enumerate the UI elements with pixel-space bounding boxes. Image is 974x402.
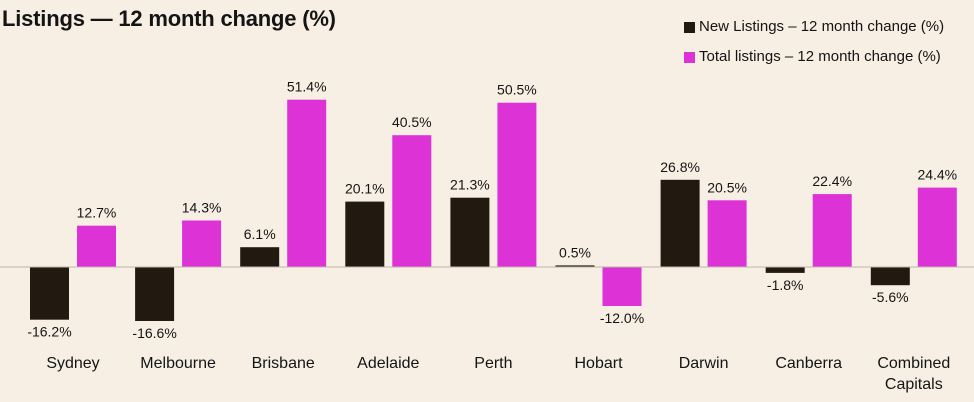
bar-new-listings-1: [135, 267, 175, 321]
data-label-new-listings-1: -16.6%: [132, 325, 176, 341]
data-label-new-listings-0: -16.2%: [27, 324, 71, 340]
category-label-0: Sydney: [46, 355, 99, 372]
bar-new-listings-4: [450, 197, 490, 267]
data-label-total-listings-5: -12.0%: [600, 310, 644, 326]
bar-total-listings-2: [287, 99, 327, 267]
category-label-4: Perth: [474, 355, 512, 372]
category-label-5: Hobart: [574, 355, 623, 372]
bar-total-listings-4: [497, 102, 537, 267]
bar-new-listings-3: [345, 201, 385, 267]
legend: New Listings – 12 month change (%) Total…: [684, 12, 944, 72]
category-label-8: Combined Capitals: [877, 355, 950, 393]
legend-swatch-new-listings: [684, 21, 695, 33]
bar-total-listings-3: [392, 135, 432, 267]
data-label-total-listings-8: 24.4%: [917, 167, 957, 183]
data-label-new-listings-3: 20.1%: [345, 181, 385, 197]
chart-title: Listings — 12 month change (%): [2, 6, 336, 31]
bar-total-listings-0: [77, 225, 116, 267]
bar-new-listings-7: [765, 267, 805, 273]
data-label-new-listings-8: -5.6%: [872, 289, 909, 305]
legend-swatch-total-listings: [684, 51, 695, 63]
category-label-6: Darwin: [679, 355, 729, 372]
legend-item-new-listings: New Listings – 12 month change (%): [684, 12, 944, 42]
data-label-new-listings-5: 0.5%: [559, 244, 591, 260]
data-label-new-listings-2: 6.1%: [244, 226, 276, 242]
bar-new-listings-6: [660, 179, 700, 267]
category-label-2: Brisbane: [252, 355, 315, 372]
data-label-new-listings-7: -1.8%: [767, 277, 804, 293]
legend-item-total-listings: Total listings – 12 month change (%): [684, 42, 944, 72]
bar-total-listings-7: [812, 194, 852, 267]
bar-new-listings-8: [870, 267, 910, 286]
bar-total-listings-5: [602, 267, 642, 306]
bar-total-listings-8: [917, 187, 957, 267]
category-label-3: Adelaide: [357, 355, 419, 372]
data-label-new-listings-6: 26.8%: [660, 159, 700, 175]
bar-new-listings-0: [30, 267, 69, 320]
legend-label-total-listings: Total listings – 12 month change (%): [699, 48, 941, 65]
data-label-total-listings-0: 12.7%: [77, 205, 117, 221]
data-label-total-listings-4: 50.5%: [497, 82, 537, 98]
bar-new-listings-2: [240, 247, 280, 267]
bar-new-listings-5: [555, 265, 595, 267]
category-label-1: Melbourne: [140, 355, 216, 372]
data-label-total-listings-2: 51.4%: [287, 79, 327, 95]
data-label-total-listings-7: 22.4%: [812, 173, 852, 189]
legend-label-new-listings: New Listings – 12 month change (%): [699, 18, 945, 35]
data-label-total-listings-6: 20.5%: [707, 179, 747, 195]
data-label-total-listings-1: 14.3%: [182, 200, 222, 216]
bar-total-listings-1: [182, 220, 222, 267]
data-label-total-listings-3: 40.5%: [392, 114, 432, 130]
bar-total-listings-6: [707, 200, 747, 267]
data-label-new-listings-4: 21.3%: [450, 177, 490, 193]
category-label-7: Canberra: [775, 355, 842, 372]
